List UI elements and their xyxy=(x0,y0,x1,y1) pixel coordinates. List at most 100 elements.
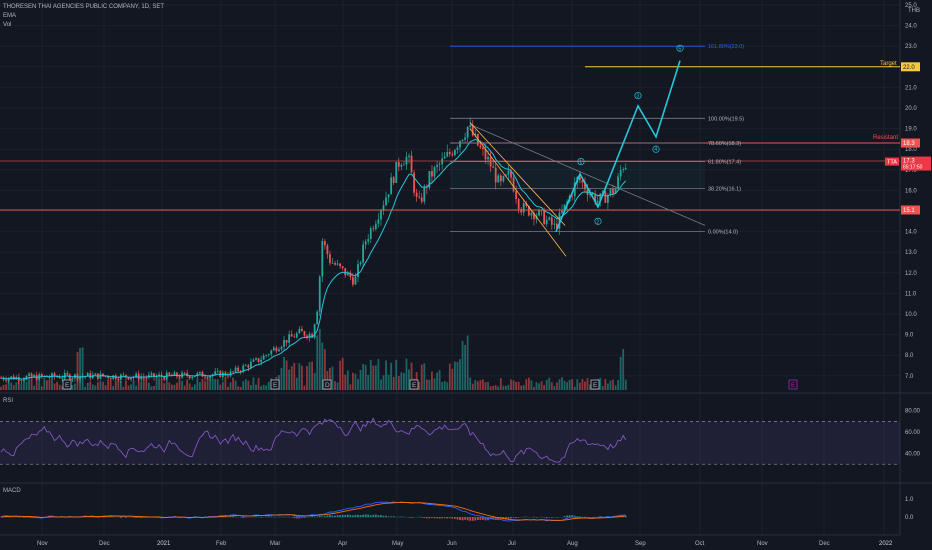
macd-histogram-bar xyxy=(318,516,321,518)
macd-title[interactable]: MACD xyxy=(3,488,21,494)
macd-histogram-bar xyxy=(362,514,364,518)
candle-body xyxy=(459,140,461,148)
price-axis-label: 11.0 xyxy=(905,291,917,297)
volume-bar xyxy=(61,385,64,390)
volume-bar xyxy=(219,384,222,390)
volume-bar xyxy=(558,379,561,390)
price-axis-label: 13.0 xyxy=(905,250,917,256)
volume-bar xyxy=(153,385,155,390)
volume-bar xyxy=(53,383,56,390)
volume-bar xyxy=(211,378,214,390)
candle-body xyxy=(79,376,81,380)
macd-histogram-bar xyxy=(466,517,469,521)
volume-bar xyxy=(81,347,84,390)
candle-body xyxy=(596,200,599,203)
symbol-title[interactable]: THORESEN THAI AGENCIES PUBLIC COMPANY, 1… xyxy=(3,4,165,10)
macd-histogram-bar xyxy=(344,515,347,518)
event-marker-label: E xyxy=(412,382,417,389)
fib-level-label: 78.60%(18.3) xyxy=(708,141,741,147)
volume-bar xyxy=(119,380,122,390)
macd-histogram-bar xyxy=(311,516,313,518)
volume-bar xyxy=(533,386,535,390)
macd-histogram-bar xyxy=(23,517,25,518)
macd-histogram-bar xyxy=(372,514,375,518)
volume-bar xyxy=(601,386,604,390)
volume-bar xyxy=(431,371,433,390)
macd-histogram-bar xyxy=(492,517,495,520)
volume-bar xyxy=(454,361,456,390)
rsi-line xyxy=(0,417,627,463)
volume-bar xyxy=(374,365,377,390)
volume-bar xyxy=(380,379,382,390)
volume-bar xyxy=(323,349,326,390)
ticker-badge[interactable] xyxy=(885,157,899,166)
volume-bar xyxy=(214,378,217,390)
rsi-title[interactable]: RSI xyxy=(3,398,14,404)
channel-line[interactable] xyxy=(469,122,566,226)
macd-histogram-bar xyxy=(15,516,18,518)
macd-histogram-bar xyxy=(425,517,428,519)
candle-body xyxy=(107,376,109,379)
trendline[interactable] xyxy=(469,124,706,226)
candle-body xyxy=(30,373,33,377)
candle-body xyxy=(474,133,477,136)
macd-histogram-bar xyxy=(392,516,395,518)
volume-bar xyxy=(497,386,500,390)
candle-body xyxy=(622,169,625,171)
candle-body xyxy=(153,373,155,378)
volume-bar xyxy=(94,385,97,390)
event-marker-label: E xyxy=(273,382,278,389)
candle-body xyxy=(51,373,53,378)
volume-bar xyxy=(471,383,474,390)
rsi-axis-label: 60.00 xyxy=(905,430,921,436)
last-price-badge[interactable] xyxy=(901,156,931,171)
price-axis-label: 21.0 xyxy=(905,85,917,91)
candle-body xyxy=(487,157,489,160)
volume-bar xyxy=(288,369,291,390)
candle-body xyxy=(252,359,255,362)
macd-histogram-bar xyxy=(308,516,311,518)
event-marker[interactable] xyxy=(409,379,419,390)
macd-histogram-bar xyxy=(357,514,359,518)
event-marker[interactable] xyxy=(322,379,332,390)
event-marker[interactable] xyxy=(62,379,72,390)
candle-body xyxy=(148,374,150,378)
channel-line[interactable] xyxy=(469,128,567,257)
candle-body xyxy=(127,377,130,380)
resistance-badge[interactable] xyxy=(901,138,920,148)
candle-body xyxy=(573,182,576,197)
macd-histogram-bar xyxy=(624,515,627,518)
ema-legend[interactable]: EMA xyxy=(3,13,17,19)
candle-body xyxy=(543,210,546,225)
candle-body xyxy=(451,154,454,156)
macd-histogram-bar xyxy=(454,517,456,519)
candle-body xyxy=(482,147,484,150)
macd-histogram-bar xyxy=(438,517,441,519)
volume-bar xyxy=(130,384,132,390)
event-marker[interactable] xyxy=(788,379,798,390)
volume-bar xyxy=(354,373,357,390)
candle-body xyxy=(211,374,214,376)
volume-bar xyxy=(507,384,510,390)
candle-body xyxy=(374,223,377,230)
support-badge[interactable] xyxy=(901,205,920,215)
volume-bar xyxy=(224,377,227,390)
event-marker[interactable] xyxy=(270,379,280,390)
volume-bar xyxy=(201,378,204,390)
macd-histogram-bar xyxy=(525,516,528,518)
volume-bar xyxy=(548,377,551,390)
candle-body xyxy=(270,350,273,355)
volume-bar xyxy=(331,366,334,390)
volume-bar xyxy=(204,381,206,390)
candle-body xyxy=(260,359,262,363)
volume-bar xyxy=(178,378,181,390)
elliott-wave-path[interactable] xyxy=(555,60,681,232)
volume-bar xyxy=(553,385,556,390)
event-marker[interactable] xyxy=(590,379,600,390)
volume-legend[interactable]: Vol xyxy=(3,22,12,28)
macd-histogram-bar xyxy=(334,515,336,518)
target-badge[interactable] xyxy=(901,62,920,72)
volume-bar xyxy=(285,360,288,390)
candle-body xyxy=(262,355,265,360)
